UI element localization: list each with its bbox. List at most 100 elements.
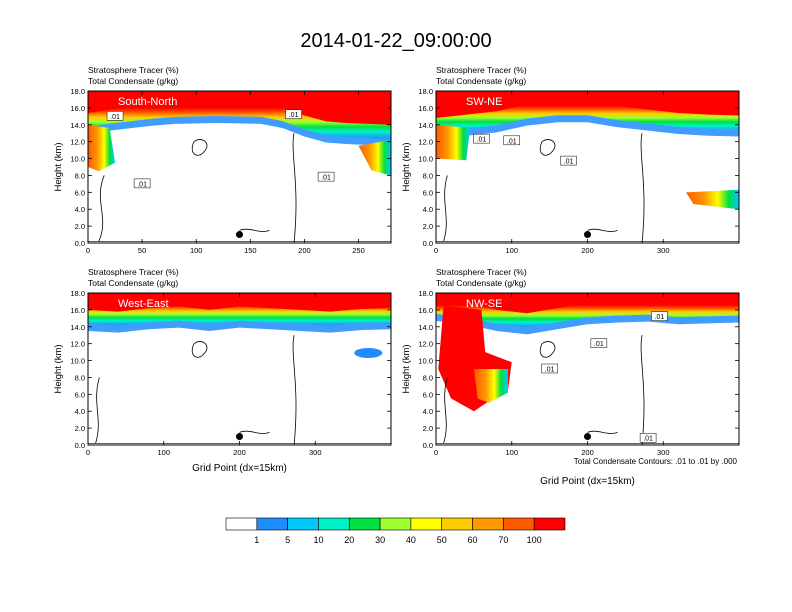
location-marker	[584, 433, 591, 441]
x-tick-label: 100	[505, 246, 518, 255]
x-tick-label: 0	[86, 246, 90, 255]
y-tick-label: 2.0	[75, 424, 85, 433]
x-tick-label: 0	[434, 246, 438, 255]
y-axis-label: Height (km)	[53, 344, 64, 393]
condensate-contour	[95, 377, 100, 444]
contour-label: .01	[473, 133, 490, 144]
location-marker	[236, 231, 243, 239]
field-label: Total Condensate (g/kg)	[88, 278, 178, 288]
y-tick-label: 16.0	[418, 306, 433, 315]
panel-nw-se: .01 .01 .01 .01 NW-SE 0.0 2.0 4.0 6.0 8.0 10.0 12.0…	[401, 267, 740, 487]
plot-frame	[87, 90, 392, 244]
contour-label: .01	[285, 109, 302, 119]
x-tick-label: 300	[657, 448, 670, 457]
figure-title: 2014-01-22_09:00:00	[300, 30, 492, 52]
contour-label-box	[133, 178, 151, 189]
panel-name-label: NW-SE	[466, 298, 502, 310]
contour-label-box	[285, 109, 302, 119]
contour-label-box	[473, 133, 490, 144]
x-axis-label: Grid Point (dx=15km)	[540, 476, 635, 487]
x-tick-label: 200	[581, 448, 594, 457]
x-tick-label: 50	[138, 246, 146, 255]
y-tick-label: 0.0	[75, 239, 85, 248]
colorbar-label: 70	[498, 535, 508, 545]
y-tick-label: 12.0	[70, 138, 85, 147]
y-tick-label: 12.0	[418, 138, 433, 147]
contour-label: .01	[503, 135, 520, 146]
colorbar-box	[472, 517, 504, 531]
colorbar-box	[503, 517, 535, 531]
contour-label: .01	[541, 363, 558, 374]
field-label: Total Condensate (g/kg)	[88, 76, 178, 86]
condensate-contour	[539, 341, 556, 358]
x-tick-label: 300	[309, 448, 322, 457]
tracer-intrusion	[685, 189, 739, 210]
y-tick-label: 0.0	[423, 239, 433, 248]
condensate-contour	[640, 335, 645, 445]
contour-label-text: .01	[643, 436, 653, 443]
contour-label-box	[639, 432, 657, 443]
panel-name-label: SW-NE	[466, 96, 502, 108]
x-tick-label: 200	[298, 246, 311, 255]
y-tick-label: 14.0	[418, 323, 433, 332]
colorbar-label: 50	[437, 535, 447, 545]
y-tick-label: 10.0	[70, 357, 85, 366]
colorbar-label: 20	[344, 535, 354, 545]
colorbar-box	[256, 517, 288, 531]
condensate-contour	[640, 133, 645, 243]
y-tick-label: 4.0	[423, 205, 433, 214]
colorbar-box	[379, 517, 412, 531]
y-tick-label: 18.0	[70, 87, 85, 96]
y-tick-label: 14.0	[70, 121, 85, 130]
tracer-blob	[354, 347, 383, 358]
y-tick-label: 2.0	[75, 222, 85, 231]
colorbar-label: 100	[527, 535, 542, 545]
colorbar-box	[441, 517, 473, 531]
contour-label-box	[590, 338, 608, 348]
contour-footnote: Total Condensate Contours: .01 to .01 by…	[574, 457, 738, 466]
contour-label-text: .01	[507, 138, 517, 145]
panel-sw-ne: .01 .01 .01 SW-NE 0.0 2.0 4.0 6.0 8.0 10.0 12.0 14.…	[401, 65, 740, 255]
y-tick-label: 14.0	[418, 121, 433, 130]
y-tick-label: 0.0	[75, 441, 85, 450]
contour-label-text: .01	[289, 112, 299, 119]
plot-content: .01 .01 .01	[436, 91, 739, 243]
colorbar-box	[410, 517, 443, 531]
tracer-core	[88, 91, 391, 125]
contour-label-box	[106, 111, 124, 121]
contour-label: .01	[590, 338, 608, 348]
tracer-core	[436, 91, 739, 119]
contour-label-text: .01	[137, 181, 147, 188]
y-tick-label: 8.0	[75, 171, 85, 180]
condensate-contour	[191, 341, 208, 358]
x-tick-label: 100	[505, 448, 518, 457]
condensate-contour	[292, 133, 297, 243]
field-label: Total Condensate (g/kg)	[436, 76, 526, 86]
x-tick-label: 0	[86, 448, 90, 457]
y-tick-label: 16.0	[70, 104, 85, 113]
contour-label-box	[503, 135, 520, 146]
x-tick-label: 0	[434, 448, 438, 457]
y-tick-label: 12.0	[70, 340, 85, 349]
tracer-intrusion	[88, 124, 116, 172]
field-label: Stratosphere Tracer (%)	[88, 65, 179, 75]
contour-label: .01	[133, 178, 151, 189]
x-tick-label: 300	[657, 246, 670, 255]
y-tick-label: 16.0	[70, 306, 85, 315]
contour-label-box	[317, 171, 335, 182]
colorbar: 1 5 10 20 30 40 50 60 70 100	[225, 517, 566, 545]
y-tick-label: 18.0	[418, 87, 433, 96]
y-tick-label: 10.0	[418, 357, 433, 366]
y-tick-label: 6.0	[75, 390, 85, 399]
y-tick-label: 0.0	[423, 441, 433, 450]
contour-label-text: .01	[564, 159, 574, 166]
y-tick-label: 6.0	[423, 188, 433, 197]
contour-label-box	[651, 311, 668, 321]
y-tick-label: 12.0	[418, 340, 433, 349]
tracer-core	[436, 293, 739, 314]
location-marker	[236, 433, 243, 441]
plot-content: .01 .01 .01 .01	[436, 293, 739, 445]
colorbar-box	[225, 517, 258, 531]
contour-label-box	[541, 363, 558, 374]
